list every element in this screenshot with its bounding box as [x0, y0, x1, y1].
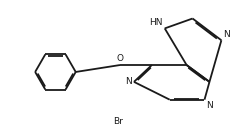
- Text: O: O: [117, 54, 124, 63]
- Text: HN: HN: [149, 18, 163, 27]
- Text: N: N: [206, 101, 213, 110]
- Text: N: N: [223, 30, 230, 39]
- Text: N: N: [125, 77, 132, 86]
- Text: Br: Br: [113, 118, 123, 126]
